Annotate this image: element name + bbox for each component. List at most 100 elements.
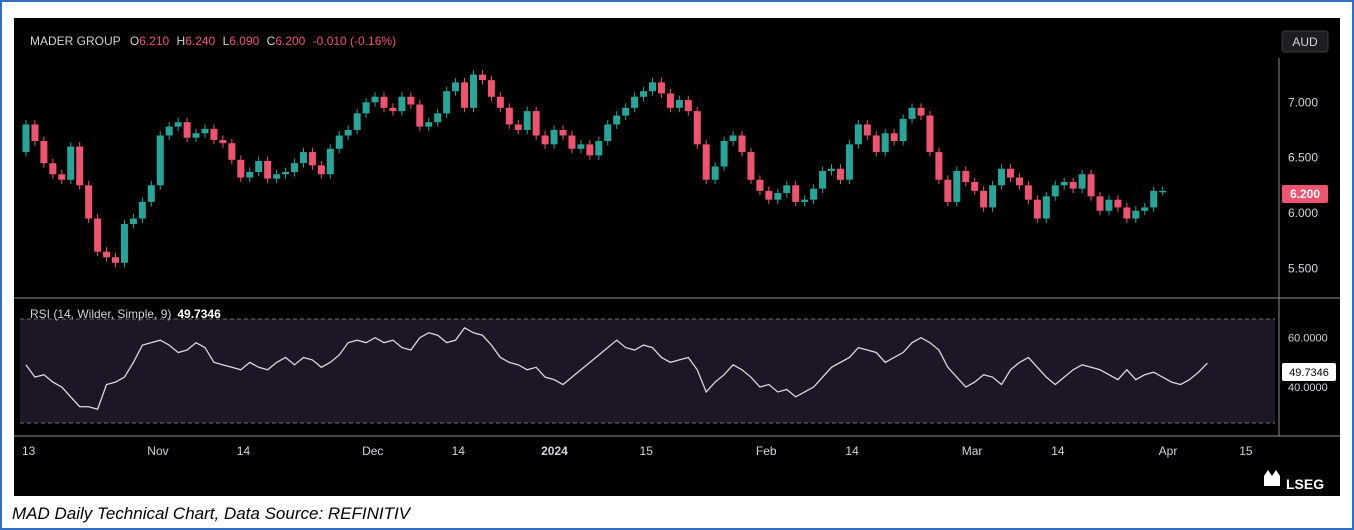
candle-body <box>1159 190 1167 193</box>
candle-body <box>407 96 415 105</box>
candle-body <box>881 133 889 153</box>
candle-body <box>863 124 871 136</box>
time-tick-label: Feb <box>756 444 777 458</box>
candle-body <box>94 218 102 252</box>
last-price-label: 6.200 <box>1290 187 1320 201</box>
currency-button[interactable] <box>1281 30 1329 53</box>
candle-body <box>890 133 898 142</box>
chart-caption: MAD Daily Technical Chart, Data Source: … <box>12 504 411 523</box>
price-tick-label: 5.500 <box>1288 261 1318 275</box>
candle-body <box>1042 196 1050 219</box>
candle-body <box>845 144 853 180</box>
candle-body <box>174 122 182 127</box>
candle-body <box>998 168 1006 186</box>
candle-body <box>380 96 388 108</box>
candle-body <box>854 124 862 145</box>
candle-body <box>443 91 451 114</box>
candle-body <box>1015 177 1023 186</box>
time-tick-label: Mar <box>962 444 983 458</box>
candle-body <box>22 124 30 153</box>
candle-body <box>282 172 290 175</box>
candle-body <box>1024 185 1032 200</box>
candle-body <box>613 115 621 125</box>
candle-body <box>908 107 916 119</box>
rsi-line <box>25 327 1208 410</box>
candle-body <box>237 159 245 178</box>
rsi-series <box>25 327 1208 410</box>
candle-body <box>58 174 66 180</box>
candle-body <box>872 135 880 153</box>
candle-body <box>210 128 218 140</box>
candle-body <box>1069 181 1077 189</box>
candle-body <box>147 185 155 202</box>
candle-body <box>389 107 397 112</box>
candle-body <box>577 144 585 149</box>
time-tick-label: 14 <box>452 444 466 458</box>
price-tick-label: 6.500 <box>1288 151 1318 165</box>
candle-body <box>1132 210 1140 219</box>
rsi-axis: 60.0000 40.0000 <box>1288 333 1328 394</box>
candle-body <box>836 168 844 180</box>
candle-body <box>183 122 191 138</box>
candle-body <box>774 193 782 200</box>
candle-body <box>219 139 227 144</box>
candle-body <box>505 107 513 125</box>
candle-body <box>76 146 84 186</box>
lseg-crest-icon <box>1264 470 1280 486</box>
candle-body <box>657 82 665 94</box>
candle-body <box>273 174 281 179</box>
candle-body <box>335 135 343 149</box>
candle-body <box>738 135 746 153</box>
chart-panel: MADER GROUP O6.210 H6.240 L6.090 C6.200 … <box>14 18 1340 496</box>
candle-body <box>317 165 325 175</box>
candle-body <box>649 82 656 92</box>
lseg-logo: LSEG <box>1264 470 1324 492</box>
candle-body <box>622 107 630 116</box>
candle-body <box>944 179 952 202</box>
candle-body <box>666 93 674 108</box>
rsi-tick-label: 60.0000 <box>1288 333 1328 345</box>
time-tick-label: 2024 <box>541 444 568 458</box>
candle-body <box>138 201 146 219</box>
price-tick-label: 6.000 <box>1288 206 1318 220</box>
candle-body <box>478 74 486 81</box>
time-tick-label: 13 <box>22 444 36 458</box>
candle-body <box>1105 199 1113 211</box>
candle-body <box>523 111 531 130</box>
candle-body <box>487 80 495 97</box>
candle-body <box>631 96 639 108</box>
candle-body <box>926 115 934 153</box>
time-tick-label: Nov <box>147 444 168 458</box>
last-rsi-badge <box>1282 363 1336 381</box>
candle-body <box>568 135 576 149</box>
candle-body <box>935 152 943 180</box>
candle-body <box>228 143 236 160</box>
candle-body <box>693 111 701 145</box>
time-tick-label: Dec <box>362 444 383 458</box>
candle-body <box>828 168 835 171</box>
candle-body <box>514 124 522 130</box>
price-axis: 7.000 6.500 6.000 5.500 <box>1288 95 1318 275</box>
candle-body <box>49 163 57 175</box>
candle-body <box>308 152 316 166</box>
candle-body <box>353 113 361 130</box>
candle-body <box>1060 181 1068 186</box>
candle-body <box>640 91 648 97</box>
candle-body <box>783 185 791 194</box>
symbol-label: MADER GROUP O6.210 H6.240 L6.090 C6.200 … <box>30 34 396 48</box>
candle-body <box>452 82 460 92</box>
candle-body <box>1141 207 1149 211</box>
currency-label: AUD <box>1292 35 1318 49</box>
candle-body <box>702 144 710 180</box>
candle-body <box>765 190 773 200</box>
candle-body <box>201 128 209 134</box>
candle-body <box>1123 207 1131 219</box>
candle-body <box>67 146 75 180</box>
rsi-band <box>20 319 1275 423</box>
candle-body <box>711 166 719 180</box>
candle-body <box>559 129 567 136</box>
candle-body <box>729 135 737 142</box>
candle-body <box>344 129 352 136</box>
candle-body <box>989 185 997 208</box>
rsi-header: RSI (14, Wilder, Simple, 9) 49.7346 <box>30 307 221 321</box>
